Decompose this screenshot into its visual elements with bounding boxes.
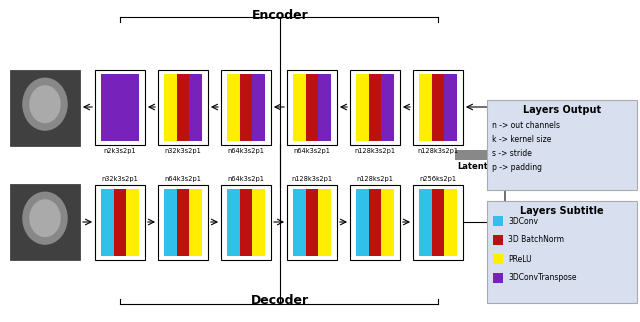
Text: n32k3s2p1: n32k3s2p1 [102, 175, 138, 182]
Bar [252, 73, 265, 140]
Bar [95, 70, 145, 145]
Bar [164, 73, 177, 140]
Text: Vector: Vector [505, 162, 536, 171]
Bar [444, 73, 457, 140]
Bar [493, 216, 503, 226]
Bar [227, 188, 240, 255]
Bar [419, 73, 432, 140]
Bar [455, 150, 555, 160]
Bar [158, 70, 208, 145]
Text: k -> kernel size: k -> kernel size [492, 135, 552, 144]
Text: PReLU: PReLU [508, 254, 532, 263]
Text: n2k3s2p1: n2k3s2p1 [104, 147, 136, 154]
Bar [287, 185, 337, 260]
Text: Decoder: Decoder [251, 294, 309, 307]
Bar [114, 188, 126, 255]
Bar [227, 73, 240, 140]
Bar [126, 188, 139, 255]
Bar [177, 73, 189, 140]
Bar [101, 73, 139, 140]
Text: n64k3s2p1: n64k3s2p1 [228, 175, 264, 182]
Bar [10, 70, 80, 146]
Bar [252, 188, 265, 255]
Bar [369, 188, 381, 255]
Bar [356, 73, 369, 140]
Bar [413, 185, 463, 260]
Text: n64k3s2p1: n64k3s2p1 [294, 147, 330, 154]
Bar [293, 188, 306, 255]
Bar [101, 188, 114, 255]
FancyBboxPatch shape [487, 201, 637, 303]
Bar [189, 188, 202, 255]
Bar [369, 73, 381, 140]
Bar [419, 188, 432, 255]
Bar [493, 273, 503, 283]
Text: n64k3s2p1: n64k3s2p1 [164, 175, 202, 182]
Ellipse shape [22, 78, 68, 131]
Bar [240, 73, 252, 140]
Text: Encoder: Encoder [252, 9, 308, 22]
Text: n128k3s2p1: n128k3s2p1 [417, 147, 458, 154]
Bar [356, 188, 369, 255]
Ellipse shape [22, 192, 68, 245]
Ellipse shape [29, 85, 61, 123]
Bar [221, 185, 271, 260]
FancyBboxPatch shape [487, 100, 637, 190]
Bar [444, 188, 457, 255]
Bar [158, 185, 208, 260]
Text: n128k3s2p1: n128k3s2p1 [355, 147, 396, 154]
Bar [493, 254, 503, 264]
Text: n -> out channels: n -> out channels [492, 121, 560, 130]
Bar [221, 70, 271, 145]
Text: s -> stride: s -> stride [492, 149, 532, 158]
Text: p -> padding: p -> padding [492, 163, 542, 172]
Bar [350, 185, 400, 260]
Text: n256ks2p1: n256ks2p1 [419, 175, 456, 182]
Bar [381, 188, 394, 255]
Bar [432, 73, 444, 140]
Text: 3DConvTranspose: 3DConvTranspose [508, 273, 577, 282]
Bar [177, 188, 189, 255]
Bar [240, 188, 252, 255]
Text: n128ks2p1: n128ks2p1 [356, 175, 394, 182]
Bar [432, 188, 444, 255]
Bar [293, 73, 306, 140]
Bar [381, 73, 394, 140]
Ellipse shape [29, 199, 61, 237]
Text: n32k3s2p1: n32k3s2p1 [164, 147, 202, 154]
Bar [10, 184, 80, 260]
Bar [189, 73, 202, 140]
Bar [413, 70, 463, 145]
Bar [350, 70, 400, 145]
Bar [287, 70, 337, 145]
Bar [306, 188, 318, 255]
Text: 3DConv: 3DConv [508, 216, 538, 225]
Text: n64k3s2p1: n64k3s2p1 [228, 147, 264, 154]
Text: Layers Output: Layers Output [523, 105, 601, 115]
Bar [493, 235, 503, 245]
Bar [318, 73, 331, 140]
Bar [95, 185, 145, 260]
Bar [164, 188, 177, 255]
Text: Layers Subtitle: Layers Subtitle [520, 206, 604, 216]
Text: 3D BatchNorm: 3D BatchNorm [508, 235, 564, 244]
Text: Latent: Latent [457, 162, 488, 171]
Bar [306, 73, 318, 140]
Bar [318, 188, 331, 255]
Text: n128k3s2p1: n128k3s2p1 [291, 175, 333, 182]
